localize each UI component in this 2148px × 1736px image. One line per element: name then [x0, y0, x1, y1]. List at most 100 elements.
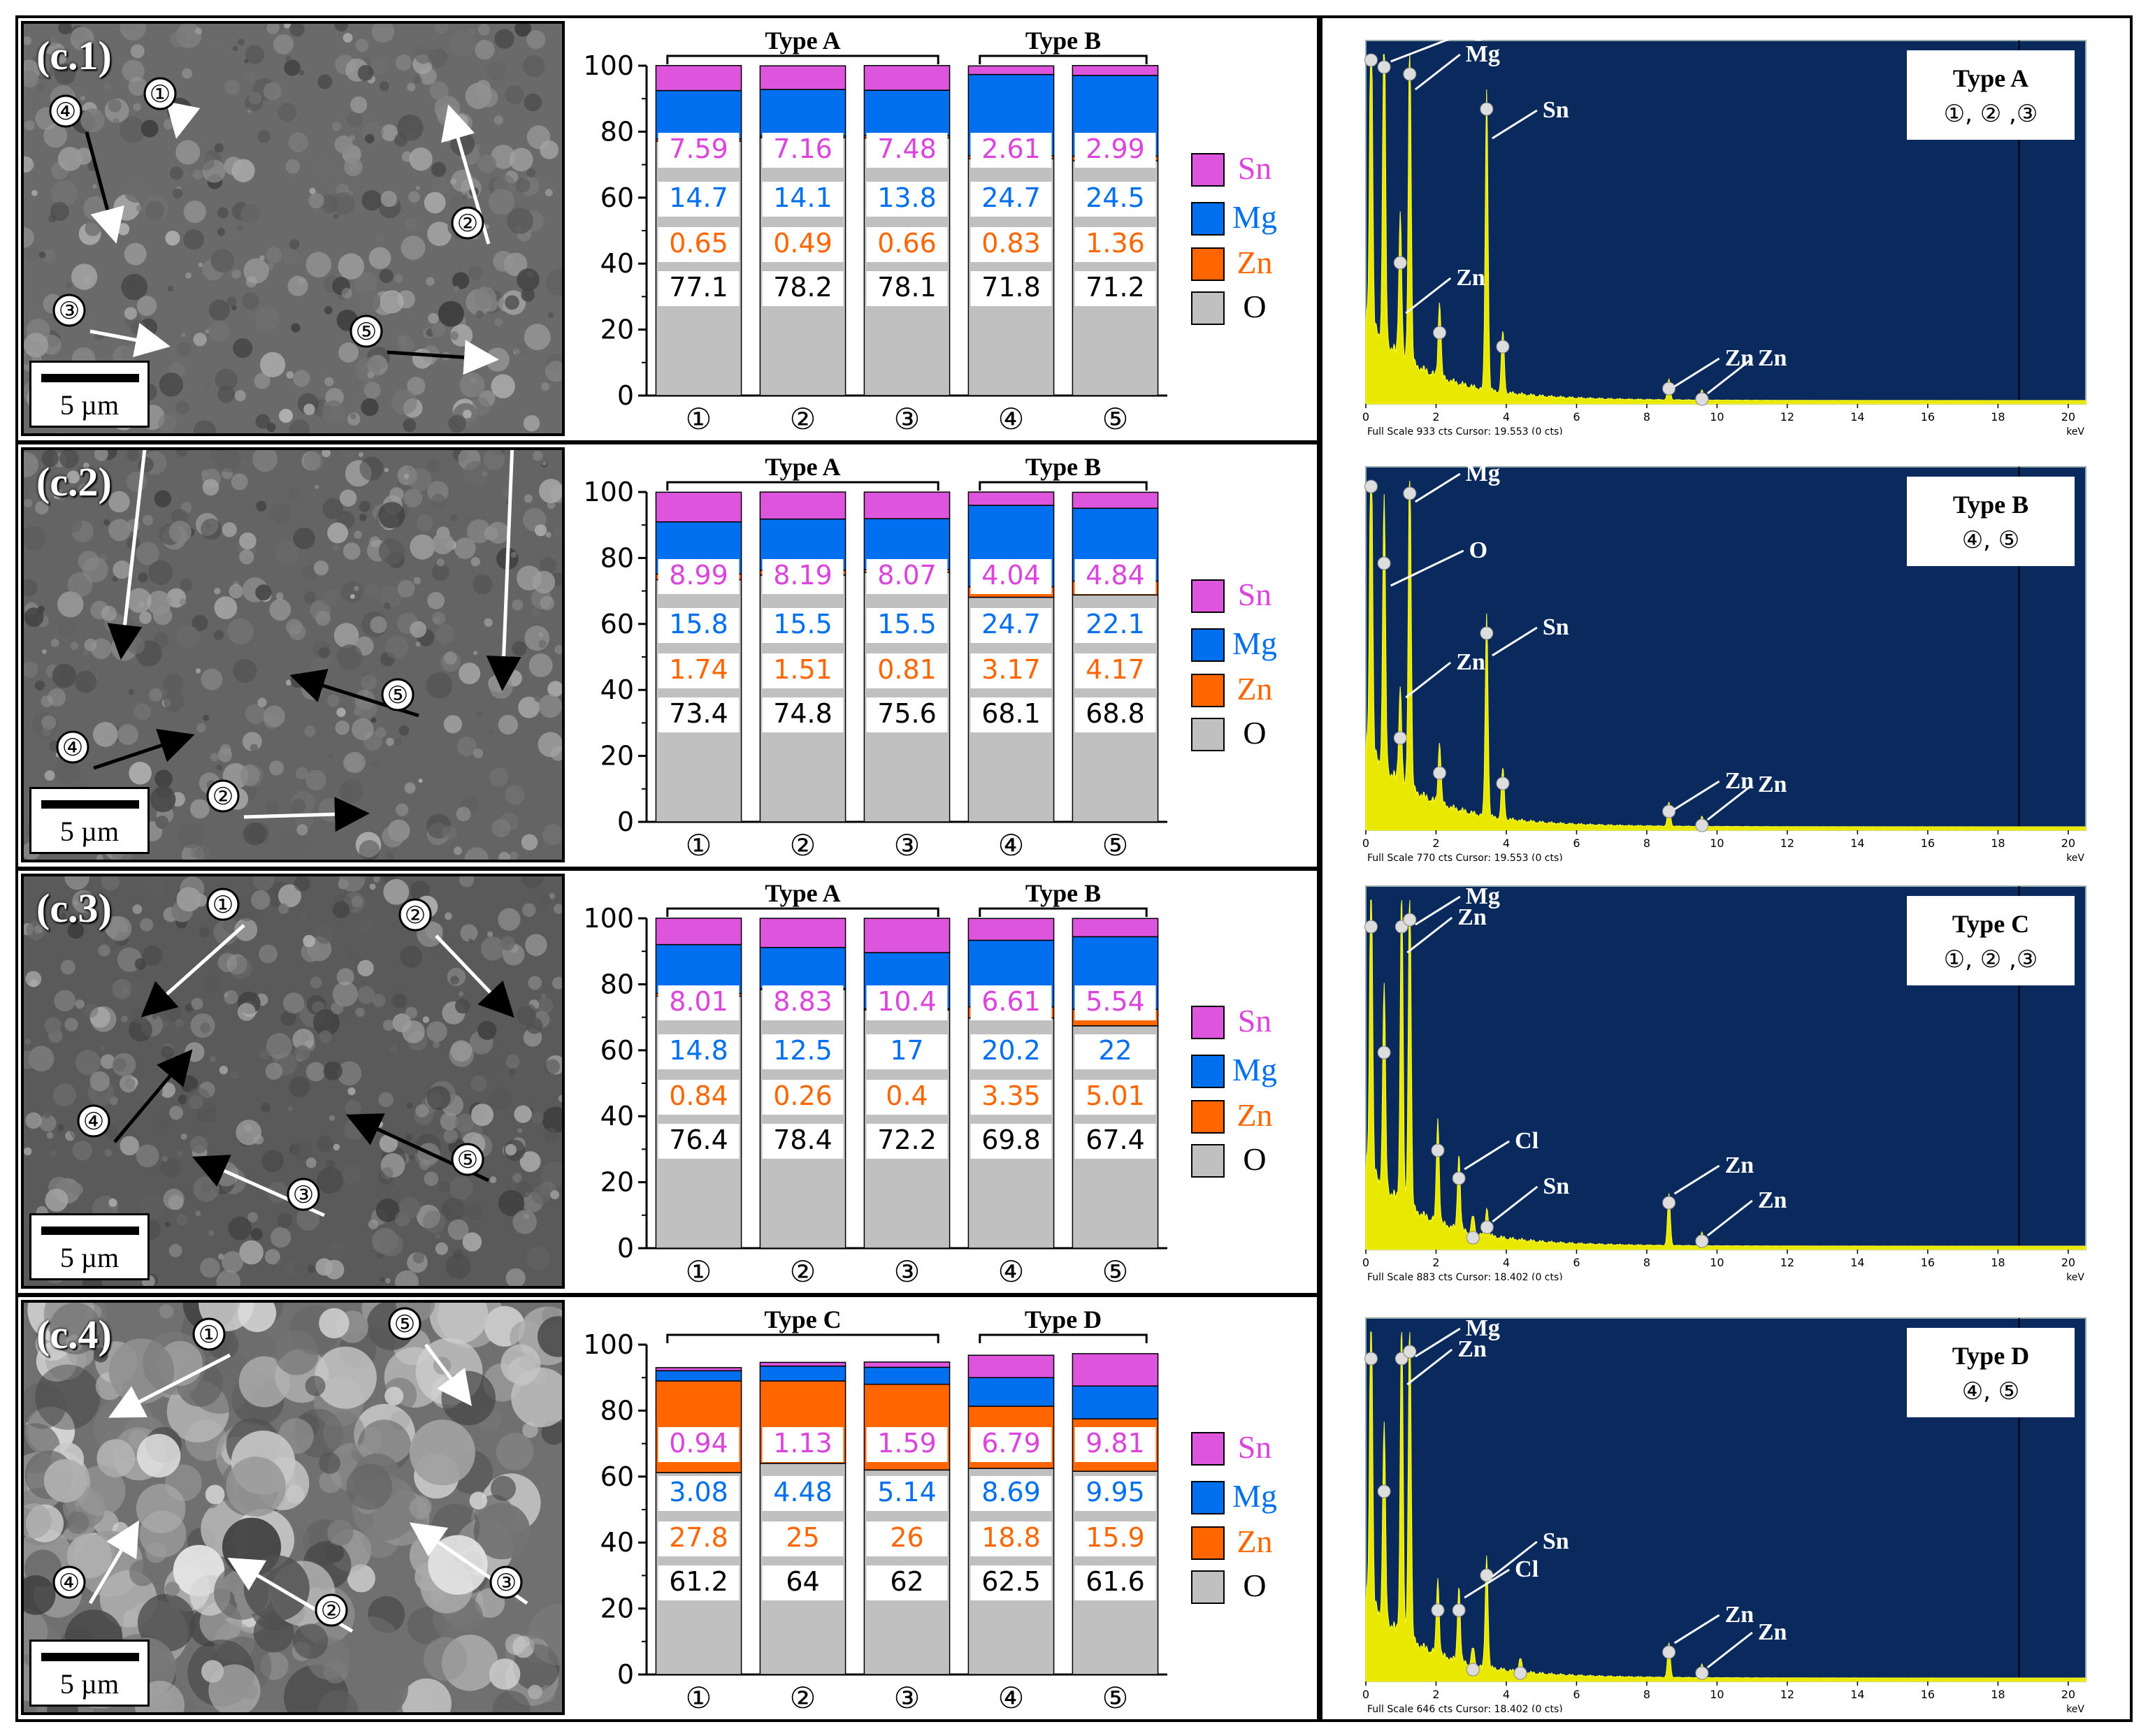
- sem-grain: [538, 732, 562, 758]
- sem-grain: [42, 649, 47, 654]
- sem-grain: [134, 703, 151, 721]
- sem-grain: [408, 468, 432, 492]
- sem-grain: [534, 695, 540, 702]
- value-label-bg: [970, 1476, 1052, 1511]
- x-tick-label: 2: [1432, 1688, 1439, 1701]
- x-tick-label: 2: [1432, 410, 1439, 424]
- sem-grain: [426, 277, 435, 286]
- peak-marker: [1431, 1143, 1445, 1157]
- sem-grain: [284, 59, 301, 76]
- sem-grain: [210, 450, 228, 463]
- site-marker-circle: [349, 314, 383, 348]
- sem-grain: [338, 342, 359, 363]
- sem-grain: [159, 1304, 174, 1319]
- sem-grain: [358, 451, 363, 458]
- value-label-mg: 15.8: [669, 609, 728, 639]
- value-label-bg: [762, 1427, 844, 1462]
- sem-grain: [130, 320, 146, 336]
- peak-marker: [1377, 556, 1391, 570]
- sem-grain: [318, 646, 330, 658]
- sem-grain: [521, 288, 535, 302]
- x-tick-label: ①: [686, 828, 712, 862]
- sem-grain: [466, 1203, 483, 1220]
- sem-grain: [312, 640, 331, 659]
- x-unit-label: keV: [2066, 1272, 2084, 1280]
- sem-grain: [288, 132, 309, 152]
- x-tick-label: 8: [1643, 1256, 1650, 1269]
- x-tick-label: 18: [1991, 1688, 2005, 1701]
- sem-grain: [505, 295, 519, 310]
- sem-grain: [243, 258, 269, 284]
- sem-grain: [126, 471, 147, 492]
- bar-segment-sn: [655, 1367, 742, 1372]
- sem-grain: [75, 147, 92, 165]
- sem-grain: [385, 1278, 391, 1284]
- value-label-zn: 3.17: [981, 654, 1041, 685]
- value-label-zn: 0.49: [773, 228, 832, 259]
- sem-grain: [192, 1122, 204, 1134]
- bar-segment-o: [655, 140, 742, 396]
- sem-grain: [217, 953, 238, 972]
- x-tick-label: ③: [894, 1254, 921, 1289]
- sem-grain: [307, 1264, 316, 1273]
- sem-grain: [108, 99, 122, 113]
- sem-grain: [474, 287, 496, 309]
- sem-grain: [473, 748, 484, 759]
- sem-grain: [74, 197, 84, 207]
- sem-grain: [50, 639, 59, 647]
- sem-grain: [539, 894, 552, 906]
- value-label-bg: [762, 1521, 844, 1556]
- legend-label: O: [1243, 289, 1266, 324]
- sem-grain: [327, 1519, 354, 1546]
- site-marker-label: ③: [496, 1569, 517, 1597]
- sem-grain: [287, 275, 308, 296]
- value-label-sn: 7.16: [773, 133, 832, 164]
- bar-chart-c4: 0 20 40 60 80 100 0.94 3.08 27.8 61.2 ① 1.13 4.48 25 6…: [583, 1305, 1276, 1715]
- sem-grain: [413, 577, 421, 585]
- sem-grain: [261, 1150, 284, 1173]
- site-marker-label: ⑤: [394, 1310, 415, 1338]
- sem-grain: [199, 927, 210, 938]
- site-arrow: [486, 450, 521, 691]
- sem-grain: [285, 1485, 305, 1504]
- sem-grain: [66, 470, 80, 484]
- sem-grain: [279, 408, 293, 423]
- annotation-label: Zn: [1758, 772, 1787, 797]
- annotation-label: Zn: [1725, 768, 1754, 794]
- annotation-label: Zn: [1758, 1187, 1787, 1213]
- y-tick-label: 80: [600, 969, 634, 999]
- sem-grain: [357, 960, 374, 977]
- x-tick-label: 4: [1503, 837, 1510, 850]
- sem-grain: [89, 1071, 110, 1092]
- site-marker-circle: [388, 1307, 421, 1340]
- type-box: [1907, 477, 2075, 566]
- value-label-zn: 27.8: [669, 1522, 728, 1553]
- sem-grain: [549, 892, 556, 899]
- value-label-o: 77.1: [669, 272, 728, 303]
- sem-grain: [474, 144, 480, 151]
- value-label-bg: [970, 271, 1052, 306]
- value-label-bg: [762, 271, 844, 306]
- sem-grain: [286, 371, 294, 379]
- sem-grain: [358, 290, 381, 313]
- site-marker-label: ④: [83, 1108, 104, 1136]
- sem-grain: [24, 1039, 31, 1046]
- scale-bar: [41, 800, 139, 809]
- legend-swatch: [1191, 1526, 1225, 1560]
- sem-grain: [294, 1265, 301, 1273]
- sem-grain: [545, 1059, 561, 1075]
- legend-label: Zn: [1237, 1097, 1272, 1133]
- sem-grain: [182, 68, 192, 79]
- sem-grain: [305, 769, 326, 790]
- sem-grain: [335, 721, 350, 735]
- sem-grain: [149, 688, 163, 702]
- sem-grain: [163, 673, 184, 694]
- sem-grain: [66, 1533, 112, 1579]
- peak-marker: [1403, 1345, 1417, 1359]
- value-label-bg: [762, 227, 844, 262]
- sem-grain: [531, 608, 541, 617]
- sem-grain: [317, 1167, 344, 1194]
- sem-grain: [512, 1210, 538, 1234]
- sem-grain: [145, 1542, 167, 1563]
- sem-grain: [494, 318, 503, 326]
